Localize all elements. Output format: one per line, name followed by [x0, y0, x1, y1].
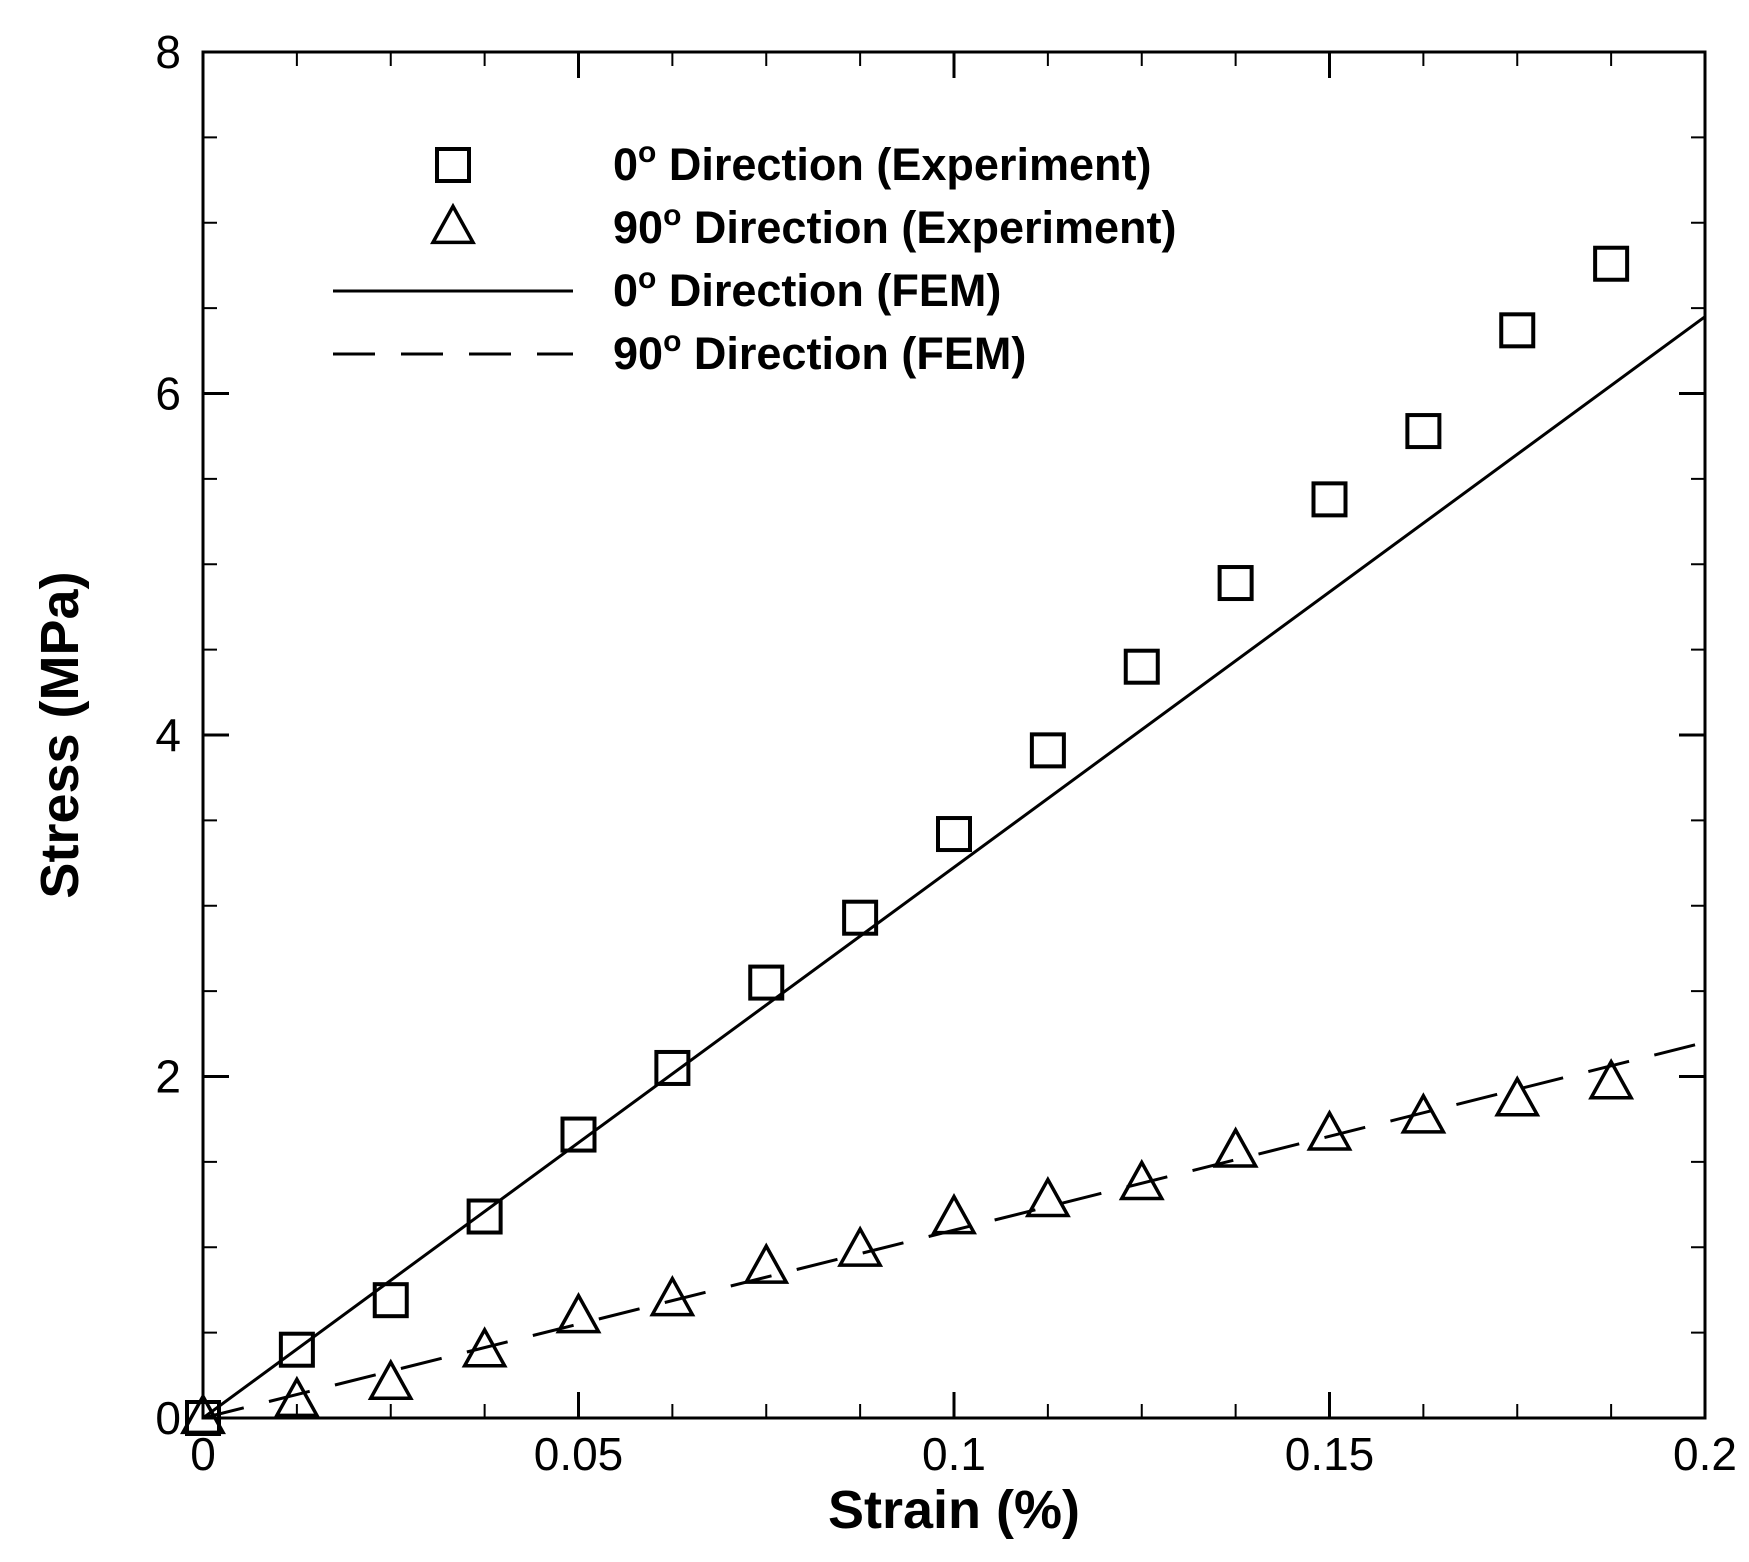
- legend-label-description: Direction (Experiment): [656, 139, 1151, 190]
- legend: 0o Direction (Experiment)90o Direction (…: [333, 136, 1176, 379]
- data-point-90deg-experiment: [1024, 1175, 1071, 1218]
- data-point-0deg-experiment: [1405, 413, 1442, 450]
- legend-label-description: Direction (FEM): [681, 328, 1026, 379]
- data-point-0deg-experiment: [748, 964, 785, 1001]
- data-point-90deg-experiment: [1212, 1126, 1259, 1168]
- fem-lines-layer: [202, 315, 1706, 1420]
- data-point-90deg-experiment: [1118, 1158, 1165, 1201]
- data-point-90deg-experiment: [367, 1358, 414, 1400]
- data-point-0deg-experiment: [1593, 245, 1630, 282]
- x-tick-label: 0.2: [1673, 1428, 1737, 1480]
- data-point-0deg-experiment: [466, 1198, 503, 1235]
- data-point-90deg-experiment: [555, 1292, 602, 1334]
- legend-square-symbol: [435, 147, 471, 183]
- legend-label-degree-sign: o: [638, 136, 656, 169]
- data-point-90deg-experiment: [180, 1392, 226, 1435]
- data-point-90deg-experiment: [1494, 1075, 1541, 1117]
- data-point-90deg-experiment: [649, 1274, 696, 1317]
- data-point-0deg-experiment: [278, 1331, 315, 1368]
- legend-entry-label: 90o Direction (Experiment): [613, 199, 1176, 253]
- data-point-90deg-experiment: [1306, 1109, 1353, 1151]
- legend-label-degree-sign: o: [663, 325, 681, 358]
- legend-label-description: Direction (FEM): [656, 265, 1001, 316]
- data-point-90deg-experiment: [837, 1225, 884, 1267]
- data-point-90deg-experiment: [743, 1242, 790, 1284]
- data-point-0deg-experiment: [1311, 481, 1348, 518]
- data-point-90deg-experiment: [1588, 1058, 1635, 1100]
- y-tick-label: 4: [155, 709, 181, 761]
- data-point-0deg-experiment: [1499, 312, 1536, 349]
- legend-label-degree-sign: o: [638, 262, 656, 295]
- legend-triangle-symbol: [430, 202, 476, 245]
- legend-label-angle: 0: [613, 139, 638, 190]
- fem-90deg-line: [202, 1040, 1706, 1420]
- data-point-90deg-experiment: [1400, 1092, 1447, 1134]
- y-axis-title: Stress (MPa): [30, 571, 90, 898]
- data-point-0deg-experiment: [372, 1282, 409, 1319]
- legend-entry-label: 0o Direction (Experiment): [613, 136, 1151, 190]
- x-tick-label: 0.05: [534, 1428, 624, 1480]
- y-tick-label: 6: [155, 368, 181, 420]
- y-tick-label: 2: [155, 1051, 181, 1103]
- x-tick-label: 0.1: [922, 1428, 986, 1480]
- legend-entry-label: 0o Direction (FEM): [613, 262, 1001, 316]
- data-point-0deg-experiment: [654, 1049, 691, 1086]
- data-point-0deg-experiment: [842, 899, 879, 936]
- legend-entry-label: 90o Direction (FEM): [613, 325, 1026, 379]
- data-point-90deg-experiment: [931, 1193, 977, 1235]
- x-axis-title: Strain (%): [828, 1480, 1080, 1540]
- legend-label-degree-sign: o: [663, 199, 681, 232]
- legend-label-angle: 90: [613, 328, 663, 379]
- data-point-90deg-experiment: [461, 1326, 508, 1368]
- data-point-0deg-experiment: [1123, 648, 1160, 685]
- y-tick-label: 8: [155, 26, 181, 78]
- axis-ticks-layer: 0 0.05 0.1 0.15 0.2 0 2 4 6 8: [155, 26, 1737, 1480]
- data-point-0deg-experiment: [1029, 732, 1066, 769]
- x-tick-label: 0: [190, 1428, 216, 1480]
- data-point-0deg-experiment: [936, 816, 972, 853]
- fem-0deg-line: [202, 315, 1706, 1420]
- x-tick-label: 0.15: [1285, 1428, 1375, 1480]
- legend-label-angle: 0: [613, 265, 638, 316]
- data-point-0deg-experiment: [1217, 565, 1254, 602]
- y-tick-label: 0: [155, 1392, 181, 1444]
- data-point-0deg-experiment: [560, 1116, 597, 1153]
- legend-label-description: Direction (Experiment): [681, 202, 1176, 253]
- legend-label-angle: 90: [613, 202, 663, 253]
